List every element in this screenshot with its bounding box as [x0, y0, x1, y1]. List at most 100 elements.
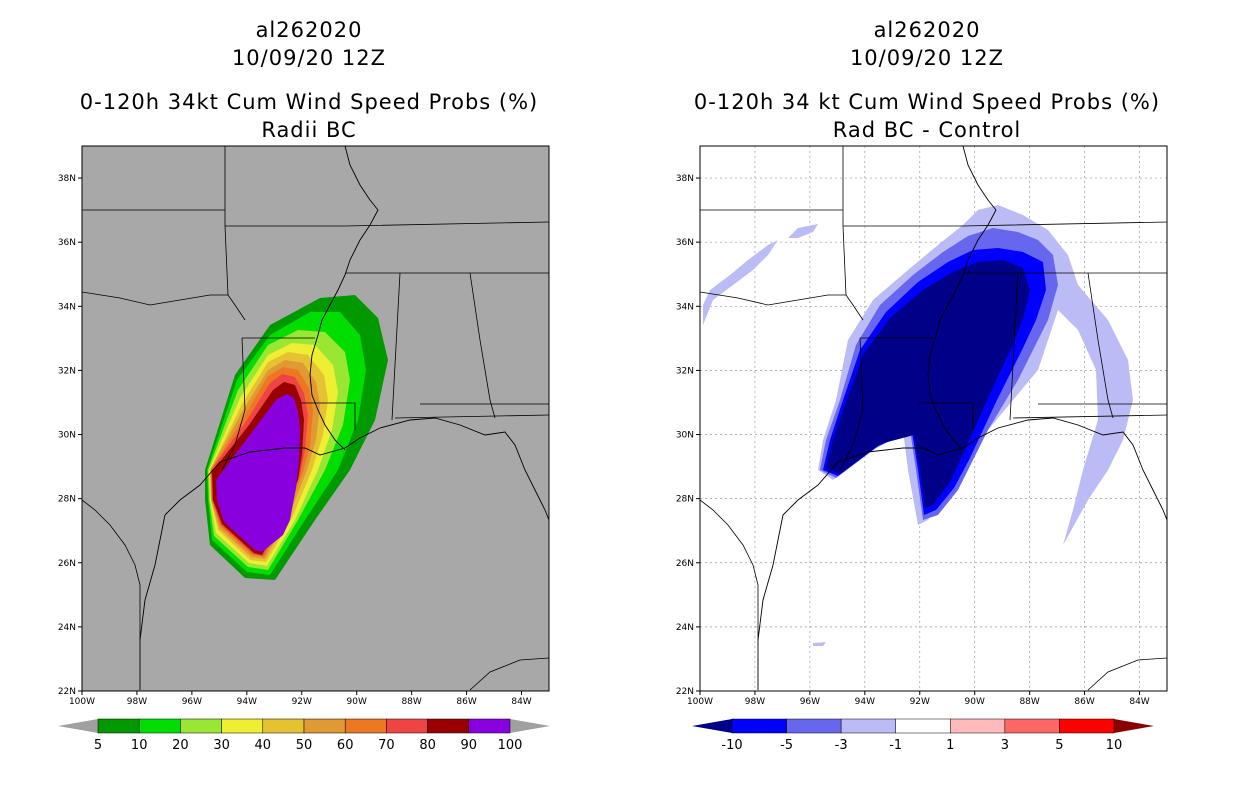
colorbar-swatch: [221, 718, 264, 734]
left-panel: al262020 10/09/20 12Z 0-120h 34kt Cum Wi…: [58, 18, 550, 753]
colorbar-end-high: [1114, 719, 1154, 733]
lat-label: 30N: [676, 431, 694, 441]
colorbar-swatch: [344, 718, 387, 734]
colorbar-label: 70: [378, 738, 395, 753]
lat-label: 38N: [676, 174, 694, 184]
colorbar-end-low: [692, 719, 732, 733]
lat-label: 26N: [58, 559, 76, 569]
mississippi-river: [927, 146, 997, 451]
left-product-title: 0-120h 34kt Cum Wind Speed Probs (%): [79, 90, 539, 114]
colorbar-end-low: [58, 719, 98, 733]
lat-label: 24N: [676, 623, 694, 633]
colorbar-swatch: [427, 718, 470, 734]
colorbar-swatch: [840, 718, 896, 734]
lon-label: 94W: [237, 697, 257, 707]
colorbar-label: -10: [721, 738, 742, 753]
colorbar-swatch: [262, 718, 305, 734]
colorbar-end-high: [510, 719, 550, 733]
lon-label: 84W: [1129, 697, 1149, 707]
colorbar-label: -5: [780, 738, 793, 753]
diff-light-blue-northwest: [703, 240, 778, 325]
colorbar-label: 3: [1001, 738, 1009, 753]
right-subtitle: Rad BC - Control: [832, 118, 1022, 142]
colorbar-swatch: [731, 718, 787, 734]
map-frame: [699, 145, 1168, 692]
right-colorbar: -10 -5 -3 -1 1 3 5 10: [692, 718, 1154, 753]
lon-label: 96W: [182, 697, 202, 707]
difference-fields: [703, 205, 1133, 646]
lat-label: 32N: [676, 366, 694, 376]
colorbar-swatch: [138, 718, 181, 734]
colorbar-label: 60: [337, 738, 354, 753]
lon-label: 92W: [292, 697, 312, 707]
lon-label: 88W: [1019, 697, 1039, 707]
lon-label: 86W: [1074, 697, 1094, 707]
colorbar-swatch: [1004, 718, 1060, 734]
lon-label: 88W: [401, 697, 421, 707]
diff-dark-blue: [826, 260, 1030, 508]
diff-light-blue-islet: [788, 224, 818, 238]
gulf-coastline: [757, 417, 1167, 690]
left-subtitle: Radii BC: [261, 118, 357, 142]
colorbar-swatch: [786, 718, 842, 734]
colorbar-label: 80: [419, 738, 436, 753]
lat-label: 28N: [58, 495, 76, 505]
colorbar-label: 5: [1055, 738, 1063, 753]
colorbar-label: 10: [131, 738, 148, 753]
gulf-coastline: [139, 417, 549, 690]
diff-light-blue-speck: [813, 642, 826, 646]
colorbar-label: 50: [296, 738, 313, 753]
map-frame: [81, 145, 550, 692]
lat-label: 24N: [58, 623, 76, 633]
lat-label: 36N: [676, 238, 694, 248]
colorbar-swatch: [1059, 718, 1115, 734]
left-storm-id: al262020: [255, 18, 363, 42]
lon-label: 100W: [687, 697, 713, 707]
colorbar-label: -1: [889, 738, 902, 753]
colorbar-label: -3: [835, 738, 848, 753]
left-colorbar: 5 10 20 30 40 50 60 70 80 90 100: [58, 718, 550, 753]
lat-label: 32N: [58, 366, 76, 376]
colorbar-label: 40: [255, 738, 272, 753]
colorbar-label: 20: [172, 738, 189, 753]
colorbar-label: 5: [94, 738, 102, 753]
swath-90: [216, 394, 300, 552]
colorbar-swatch: [303, 718, 346, 734]
lon-label: 90W: [965, 697, 985, 707]
lon-label: 96W: [800, 697, 820, 707]
mississippi-river: [309, 146, 379, 451]
colorbar-label: 30: [213, 738, 230, 753]
lon-label: 90W: [347, 697, 367, 707]
lon-label: 94W: [855, 697, 875, 707]
lat-label: 34N: [58, 302, 76, 312]
lon-label: 86W: [456, 697, 476, 707]
state-boundaries: [82, 146, 549, 471]
right-storm-id: al262020: [873, 18, 981, 42]
lat-label: 38N: [58, 174, 76, 184]
lat-label: 22N: [58, 687, 76, 697]
lat-label: 22N: [676, 687, 694, 697]
lat-label: 34N: [676, 302, 694, 312]
lon-label: 100W: [69, 697, 95, 707]
yucatan-coastline: [1087, 657, 1167, 691]
colorbar-swatch: [895, 718, 951, 734]
lon-label: 84W: [511, 697, 531, 707]
yucatan-coastline: [469, 657, 549, 691]
colorbar-label: 90: [461, 738, 478, 753]
probability-swath: [205, 295, 388, 580]
right-datetime: 10/09/20 12Z: [849, 46, 1005, 70]
right-product-title: 0-120h 34 kt Cum Wind Speed Probs (%): [693, 90, 1161, 114]
colorbar-swatch: [468, 718, 511, 734]
colorbar-label: 100: [498, 738, 523, 753]
left-datetime: 10/09/20 12Z: [231, 46, 387, 70]
right-panel: al262020 10/09/20 12Z 0-120h 34 kt Cum W…: [618, 0, 1236, 800]
colorbar-swatch: [180, 718, 222, 734]
lat-label: 30N: [58, 431, 76, 441]
lat-label: 28N: [676, 495, 694, 505]
lat-label: 36N: [58, 238, 76, 248]
